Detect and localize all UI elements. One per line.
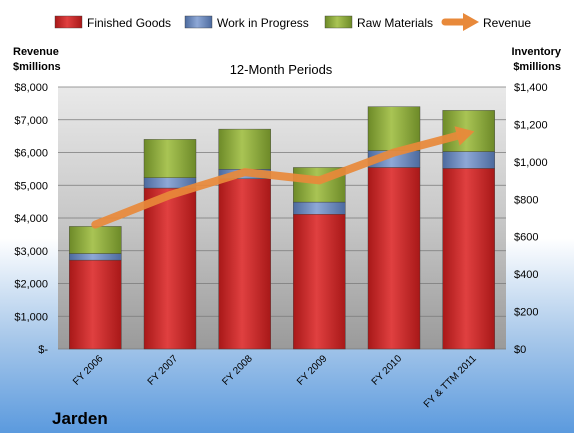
revenue-series-line — [91, 131, 462, 229]
legend-label-finished-goods: Finished Goods — [87, 16, 171, 30]
right-axis-title-line2: $millions — [513, 61, 561, 73]
legend-swatch-finished-goods — [54, 15, 83, 29]
revenue-arrowhead — [454, 126, 475, 146]
left-axis-title-line2: $millions — [13, 61, 61, 73]
left-axis-tick-label: $- — [38, 344, 48, 356]
legend-swatch-raw-materials — [324, 15, 353, 29]
finished-goods-bar — [442, 168, 495, 350]
right-axis-tick-label: $1,200 — [514, 119, 548, 131]
chart-title: 12-Month Periods — [230, 62, 333, 77]
right-axis-tick-label: $200 — [514, 307, 538, 319]
raw-materials-bar — [69, 226, 122, 254]
finished-goods-bar — [143, 187, 197, 350]
left-axis-tick-label: $5,000 — [14, 180, 48, 192]
left-axis-tick-label: $2,000 — [14, 279, 48, 291]
work-in-progress-bar — [442, 151, 495, 169]
work-in-progress-bar — [293, 201, 346, 215]
right-axis-tick-label: $400 — [514, 269, 538, 281]
left-axis-tick-label: $3,000 — [14, 246, 48, 258]
left-axis-tick-label: $1,000 — [14, 311, 48, 323]
raw-materials-bar — [367, 106, 421, 151]
legend-label-work-in-progress: Work in Progress — [217, 16, 309, 30]
bars — [69, 106, 495, 350]
raw-materials-bar — [218, 128, 271, 170]
left-axis-tick-label: $7,000 — [14, 115, 48, 127]
left-axis-tick-label: $4,000 — [14, 213, 48, 225]
finished-goods-bar — [367, 167, 421, 350]
left-axis: $- $1,000 $2,000 $3,000 $4,000 $5,000 $6,000 $7… — [14, 82, 48, 356]
legend-label-raw-materials: Raw Materials — [357, 16, 433, 30]
right-axis-tick-label: $1,400 — [514, 82, 548, 94]
left-axis-title-line1: Revenue — [13, 46, 59, 58]
legend-swatch-work-in-progress — [184, 15, 213, 29]
company-name: Jarden — [52, 409, 108, 428]
finished-goods-bar — [218, 178, 271, 350]
right-axis-title-line1: Inventory — [511, 46, 561, 58]
legend: Finished Goods Work in Progress Raw Materi… — [54, 13, 531, 31]
finished-goods-bar — [69, 259, 122, 350]
work-in-progress-bar — [69, 253, 122, 261]
left-axis-tick-label: $6,000 — [14, 148, 48, 160]
revenue-line — [91, 126, 475, 229]
right-axis-tick-label: $0 — [514, 344, 526, 356]
legend-arrowhead-revenue — [463, 13, 479, 31]
raw-materials-bar — [143, 139, 197, 178]
right-axis-tick-label: $1,000 — [514, 157, 548, 169]
left-axis-tick-label: $8,000 — [14, 82, 48, 94]
finished-goods-bar — [293, 214, 346, 350]
right-axis: $0 $200 $400 $600 $800 $1,000 $1,200 $1,400 — [514, 82, 548, 356]
right-axis-tick-label: $600 — [514, 232, 538, 244]
gridlines — [58, 86, 506, 350]
right-axis-tick-label: $800 — [514, 194, 538, 206]
legend-label-revenue: Revenue — [483, 16, 531, 30]
